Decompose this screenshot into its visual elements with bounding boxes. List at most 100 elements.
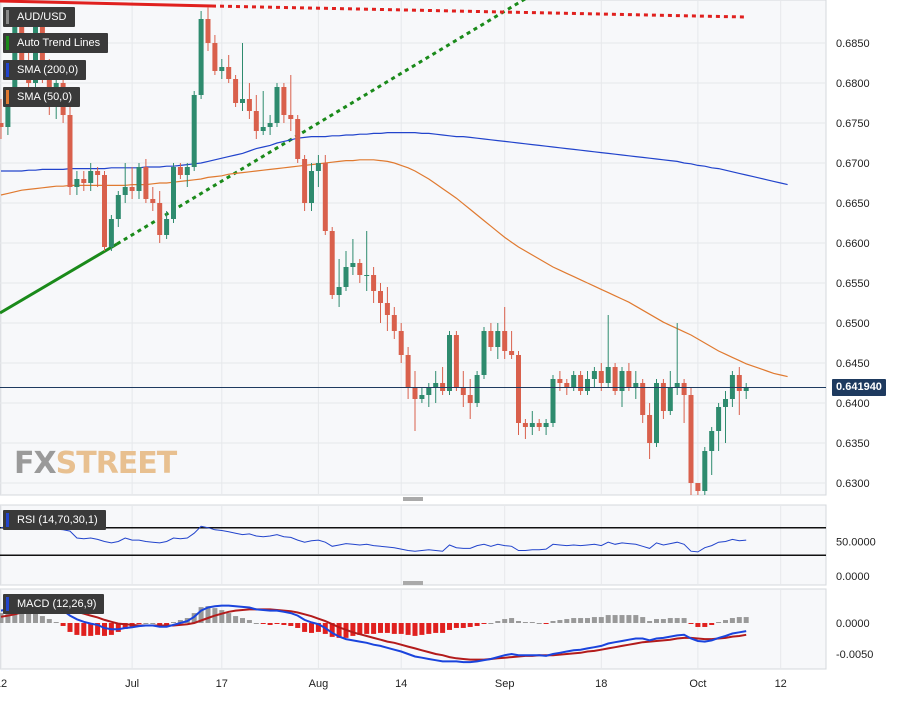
candle-body — [315, 163, 321, 171]
rsi-y-tick-label: 50.0000 — [836, 537, 876, 549]
candle-body — [447, 335, 452, 391]
macd-histogram-bar — [122, 623, 128, 629]
candle-body — [633, 383, 639, 387]
candle-body — [219, 67, 225, 71]
legend-rsi-swatch — [6, 513, 9, 527]
candle-body — [695, 483, 701, 491]
macd-histogram-bar — [585, 618, 590, 623]
candle-body — [709, 431, 715, 451]
y-tick-label: 0.6750 — [836, 118, 870, 130]
y-tick-label: 0.6400 — [836, 398, 870, 410]
macd-histogram-bar — [88, 623, 94, 636]
macd-histogram-bar — [226, 613, 232, 623]
macd-histogram-bar — [626, 615, 632, 623]
macd-histogram-bar — [391, 623, 397, 634]
panel-bg-rsi — [0, 504, 827, 586]
legend-rsi[interactable]: RSI (14,70,30,1) — [3, 510, 106, 530]
candle-body — [405, 355, 411, 387]
legend-sma200-label: SMA (200,0) — [17, 64, 79, 76]
macd-histogram-bar — [295, 623, 301, 628]
macd-histogram-bar — [219, 610, 225, 623]
macd-histogram-bar — [12, 612, 18, 623]
macd-histogram-bar — [246, 620, 252, 623]
macd-histogram-bar — [233, 616, 239, 623]
macd-histogram-bar — [274, 623, 280, 624]
y-tick-label: 0.6300 — [836, 478, 870, 490]
macd-histogram-bar — [74, 623, 80, 635]
legend-rsi-label: RSI (14,70,30,1) — [17, 514, 98, 526]
macd-histogram-bar — [115, 623, 121, 632]
macd-histogram-bar — [95, 623, 101, 635]
macd-histogram-bar — [143, 623, 149, 624]
macd-histogram-bar — [384, 623, 390, 633]
candle-body — [585, 379, 590, 391]
macd-histogram-bar — [654, 619, 659, 623]
candle-body — [640, 383, 646, 415]
candle-body — [433, 383, 439, 387]
macd-histogram-bar — [598, 617, 604, 623]
macd-histogram-bar — [46, 619, 52, 623]
candle-body — [115, 195, 121, 219]
legend-sma50-swatch — [6, 90, 9, 104]
legend-macd[interactable]: MACD (12,26,9) — [3, 594, 105, 614]
macd-histogram-bar — [198, 607, 204, 623]
macd-histogram-bar — [612, 615, 618, 623]
macd-histogram-bar — [433, 623, 439, 633]
macd-histogram-bar — [522, 622, 528, 624]
candle-body — [350, 263, 356, 267]
macd-histogram-bar — [5, 613, 11, 623]
candle-body — [426, 387, 432, 395]
x-tick-label: 14 — [395, 678, 407, 690]
candle-body — [419, 395, 425, 399]
candle-body — [571, 375, 577, 387]
macd-histogram-bar — [164, 623, 170, 625]
y-tick-label: 0.6850 — [836, 38, 870, 50]
legend-symbol-swatch — [6, 10, 9, 24]
candle-body — [102, 175, 107, 247]
candle-body — [309, 171, 314, 203]
candle-body — [681, 383, 687, 395]
candle-body — [281, 87, 287, 115]
candle-body — [522, 423, 528, 427]
macd-histogram-bar — [39, 616, 45, 623]
candle-body — [488, 331, 494, 347]
legend-auto-trend-swatch — [6, 36, 9, 50]
macd-histogram-bar — [667, 618, 673, 623]
candle-body — [723, 399, 728, 407]
panel-bg-main — [0, 0, 827, 496]
candle-body — [688, 395, 694, 483]
legend-sma50[interactable]: SMA (50,0) — [3, 87, 81, 107]
macd-histogram-bar — [488, 623, 494, 624]
legend-auto-trend[interactable]: Auto Trend Lines — [3, 33, 109, 53]
legend-symbol[interactable]: AUD/USD — [3, 7, 75, 27]
candle-body — [371, 275, 377, 291]
macd-histogram-bar — [723, 620, 728, 623]
macd-histogram-bar — [647, 621, 653, 623]
candle-body — [716, 407, 722, 431]
macd-histogram-bar — [729, 618, 735, 623]
candle-body — [660, 383, 666, 411]
macd-histogram-bar — [571, 618, 577, 623]
y-tick-label: 0.6500 — [836, 318, 870, 330]
candle-body — [536, 423, 542, 427]
candle-body — [529, 423, 535, 427]
panel-resize-handle-2 — [403, 581, 423, 585]
macd-histogram-bar — [619, 615, 625, 623]
macd-histogram-bar — [81, 623, 87, 636]
macd-histogram-bar — [329, 623, 335, 637]
legend-sma200[interactable]: SMA (200,0) — [3, 60, 87, 80]
candle-body — [260, 127, 266, 131]
legend-macd-swatch — [6, 597, 9, 611]
macd-histogram-bar — [0, 613, 4, 623]
x-tick-label: Aug — [309, 678, 329, 690]
macd-histogram-bar — [260, 623, 266, 624]
candle-body — [329, 231, 335, 295]
y-tick-label: 0.6700 — [836, 158, 870, 170]
macd-histogram-bar — [33, 613, 38, 623]
candle-body — [295, 119, 301, 159]
candle-body — [5, 95, 11, 127]
candle-body — [398, 331, 404, 355]
candle-body — [0, 123, 4, 127]
y-tick-label: 0.6800 — [836, 78, 870, 90]
candle-body — [122, 187, 128, 195]
